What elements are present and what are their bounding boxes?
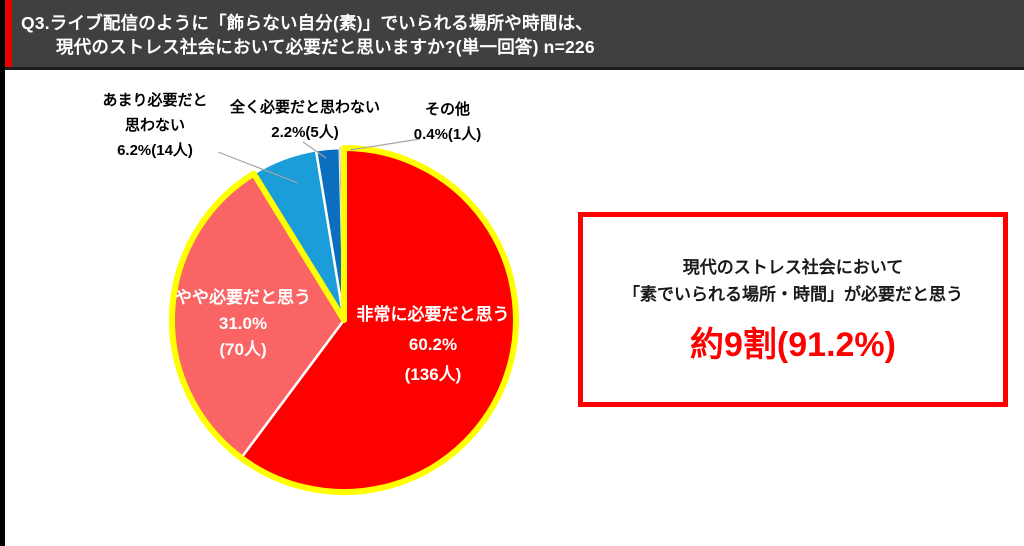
takeaway-line2: 「素でいられる場所・時間」が必要だと思う	[623, 284, 963, 304]
slice-label-amari-stat: 6.2%(14人)	[117, 142, 193, 159]
slice-label-mattaku-name: 全く必要だと思わない	[229, 99, 380, 116]
slice-label-amari-name2: 思わない	[124, 117, 185, 134]
slice-label-yaya-name: やや必要だと思う	[175, 288, 311, 307]
takeaway-highlight: 約9割(91.2%)	[690, 325, 896, 364]
slice-label-sonota: その他 0.4%(1人)	[390, 97, 505, 147]
slice-label-mattaku: 全く必要だと思わない 2.2%(5人)	[225, 95, 385, 145]
question-title: Q3.ライブ配信のように「飾らない自分(素)」でいられる場所や時間は、 現代のス…	[21, 11, 595, 59]
pie-chart	[168, 138, 519, 495]
question-title-line1: Q3.ライブ配信のように「飾らない自分(素)」でいられる場所や時間は、	[21, 13, 593, 33]
leader-line-sonota	[349, 138, 421, 151]
slice-label-yaya-count: (70人)	[219, 340, 267, 359]
slice-label-amari-name1: あまり必要だと	[102, 92, 208, 109]
slice-label-sonota-stat: 0.4%(1人)	[413, 126, 482, 143]
leader-line-mattaku	[302, 141, 327, 159]
slice-label-yaya-percent: 31.0%	[218, 314, 268, 333]
left-edge-bar	[0, 0, 5, 546]
question-header: Q3.ライブ配信のように「飾らない自分(素)」でいられる場所や時間は、 現代のス…	[5, 0, 1024, 70]
question-title-line2: 現代のストレス社会において必要だと思いますか?(単一回答) n=226	[56, 37, 595, 57]
slice-label-mattaku-stat: 2.2%(5人)	[271, 124, 339, 141]
header-red-accent	[5, 0, 12, 67]
highlight-group-outline	[168, 145, 519, 495]
slice-label-hijou: 非常に必要だと思う 60.2% (136人)	[348, 300, 518, 390]
slice-label-hijou-percent: 60.2%	[408, 335, 458, 354]
leader-line-amari	[217, 151, 299, 184]
slice-label-yaya: やや必要だと思う 31.0% (70人)	[168, 285, 318, 363]
slice-label-sonota-name: その他	[424, 101, 470, 118]
takeaway-box: 現代のストレス社会において 「素でいられる場所・時間」が必要だと思う 約9割(9…	[578, 212, 1008, 407]
slice-label-hijou-name: 非常に必要だと思う	[356, 305, 510, 324]
slice-label-amari: あまり必要だと 思わない 6.2%(14人)	[80, 88, 230, 163]
slice-label-hijou-count: (136人)	[404, 365, 462, 384]
takeaway-line1: 現代のストレス社会において	[682, 257, 904, 277]
